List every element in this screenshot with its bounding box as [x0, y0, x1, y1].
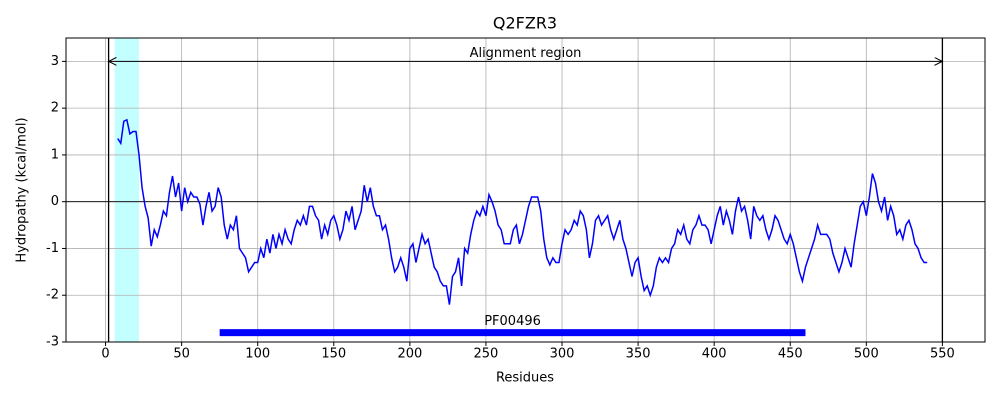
- x-axis-label: Residues: [496, 371, 554, 386]
- y-tick-label: 2: [51, 101, 59, 116]
- y-tick-label: 1: [51, 147, 59, 162]
- x-tick-label: 300: [550, 347, 575, 362]
- hydropathy-line: [117, 118, 928, 305]
- y-tick-label: 0: [51, 194, 59, 209]
- x-tick-label: 450: [778, 347, 803, 362]
- alignment-label: Alignment region: [470, 46, 582, 61]
- domain-bar: [219, 329, 806, 337]
- x-tick-label: 250: [474, 347, 499, 362]
- x-tick-label: 400: [702, 347, 727, 362]
- y-tick-label: -1: [46, 241, 59, 256]
- highlight-span: [114, 38, 140, 342]
- y-axis-label: Hydropathy (kcal/mol): [15, 117, 30, 262]
- x-tick-label: 150: [321, 347, 346, 362]
- x-tick-label: 100: [245, 347, 270, 362]
- plot-frame: [65, 37, 986, 343]
- domain-label: PF00496: [484, 314, 541, 329]
- y-tick-label: 3: [51, 54, 59, 69]
- x-tick-label: 0: [101, 347, 109, 362]
- x-tick-label: 50: [173, 347, 190, 362]
- y-tick-label: -3: [46, 335, 59, 350]
- x-tick-label: 350: [626, 347, 651, 362]
- x-tick-label: 200: [397, 347, 422, 362]
- y-tick-label: -2: [46, 288, 59, 303]
- x-tick-label: 550: [930, 347, 955, 362]
- x-tick-label: 500: [854, 347, 879, 362]
- chart-title: Q2FZR3: [493, 14, 557, 33]
